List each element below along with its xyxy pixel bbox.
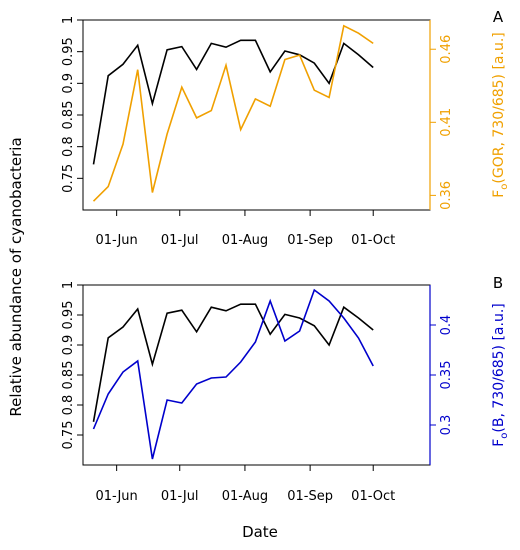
x-tick-label: 01-Sep [287, 233, 333, 248]
y-left-tick-label: 1 [61, 16, 76, 24]
y-right-axis-label: Fo(GOR, 730/685) [a.u.] [491, 32, 510, 198]
y-left-tick-label: 0.95 [61, 37, 76, 66]
x-tick-label: 01-Aug [222, 489, 268, 504]
y-left-tick-label: 0.9 [61, 335, 76, 356]
series-line-fluorescence [92, 24, 374, 202]
y-left-tick-label: 0.8 [61, 395, 76, 416]
shared-x-axis-label: Date [242, 523, 278, 541]
series-line-abundance [92, 39, 374, 165]
x-tick-label: 01-Jul [161, 489, 199, 504]
y-left-tick-label: 0.75 [61, 164, 76, 193]
y-right-tick-label: 0.3 [439, 415, 454, 436]
x-tick-label: 01-Oct [351, 489, 395, 504]
y-left-tick-label: 0.85 [61, 361, 76, 390]
y-right-label-rest: (B, 730/685) [a.u.] [491, 303, 507, 432]
y-right-tick-label: 0.35 [439, 361, 454, 390]
x-tick-label: 01-Sep [287, 489, 333, 504]
y-left-tick-label: 0.95 [61, 301, 76, 330]
x-tick-label: 01-Jun [96, 233, 138, 248]
panel-label: A [493, 8, 504, 26]
y-right-label-subscript: o [499, 184, 510, 190]
panel-b: 0.75 0.8 0.85 0.9 0.95 1 0.3 0.35 0.4 01-Jun 01-Ju… [61, 274, 510, 504]
y-right-tick-label: 0.36 [439, 181, 454, 210]
x-tick-label: 01-Jun [96, 489, 138, 504]
y-left-tick-label: 0.75 [61, 421, 76, 450]
y-right-label-main: F [491, 439, 507, 447]
shared-y-axis-label: Relative abundance of cyanobacteria [7, 137, 25, 416]
y-right-label-main: F [491, 190, 507, 198]
y-left-tick-label: 0.85 [61, 101, 76, 130]
y-left-tick-label: 0.8 [61, 136, 76, 157]
x-tick-label: 01-Aug [222, 233, 268, 248]
y-right-tick-label: 0.46 [439, 35, 454, 64]
y-right-axis-label: Fo(B, 730/685) [a.u.] [491, 303, 510, 447]
panel-a: 0.75 0.8 0.85 0.9 0.95 1 0.36 0.41 0.46 01-Jun 01-… [61, 8, 510, 248]
series-line-fluorescence [92, 288, 374, 460]
panel-label: B [493, 274, 503, 292]
y-right-label-subscript: o [499, 433, 510, 439]
x-tick-label: 01-Jul [161, 233, 199, 248]
y-right-label-rest: (GOR, 730/685) [a.u.] [491, 32, 507, 183]
series-line-abundance [92, 303, 374, 422]
y-left-tick-label: 0.9 [61, 73, 76, 94]
y-left-tick-label: 1 [61, 281, 76, 289]
y-right-tick-label: 0.41 [439, 108, 454, 137]
x-tick-label: 01-Oct [351, 233, 395, 248]
y-right-tick-label: 0.4 [439, 315, 454, 336]
